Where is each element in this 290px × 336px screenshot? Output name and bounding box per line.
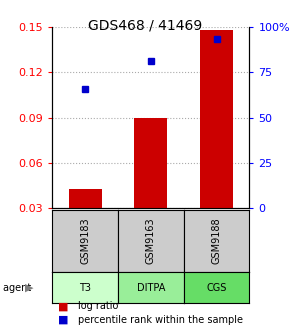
Text: GDS468 / 41469: GDS468 / 41469 — [88, 18, 202, 33]
Bar — [200, 30, 233, 208]
Text: log ratio: log ratio — [78, 301, 119, 311]
Text: GSM9163: GSM9163 — [146, 218, 156, 264]
Text: GSM9183: GSM9183 — [80, 218, 90, 264]
Text: agent: agent — [3, 283, 34, 293]
Text: T3: T3 — [79, 283, 91, 293]
Text: percentile rank within the sample: percentile rank within the sample — [78, 315, 243, 325]
Text: GSM9188: GSM9188 — [211, 218, 222, 264]
Text: CGS: CGS — [206, 283, 227, 293]
Text: ▶: ▶ — [25, 283, 33, 293]
Bar — [69, 189, 101, 208]
Text: ■: ■ — [58, 301, 68, 311]
Bar — [134, 118, 167, 208]
Text: DITPA: DITPA — [137, 283, 165, 293]
Text: ■: ■ — [58, 315, 68, 325]
